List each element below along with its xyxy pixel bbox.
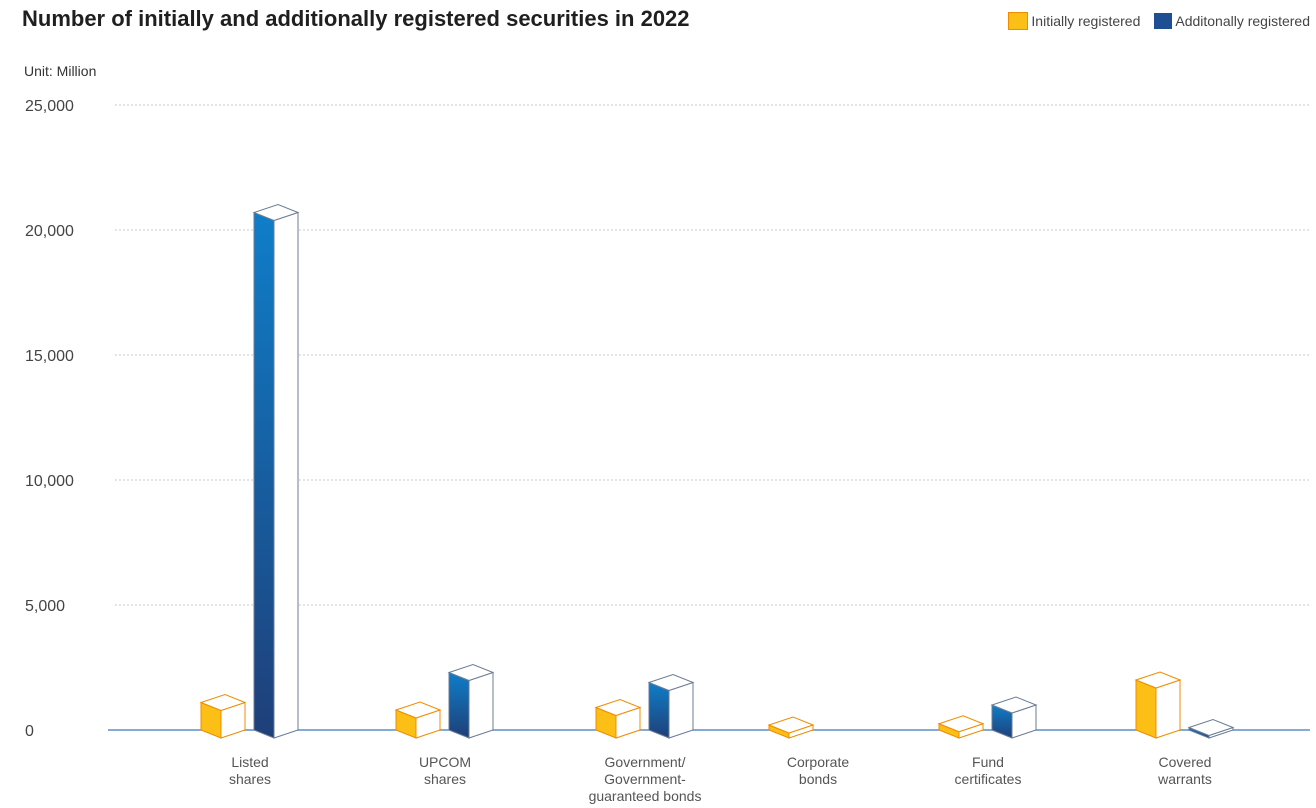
legend-label-additional: Additonally registered bbox=[1175, 13, 1310, 29]
y-tick-label: 20,000 bbox=[25, 223, 74, 240]
chart-title: Number of initially and additionally reg… bbox=[22, 6, 690, 31]
bar-initial bbox=[594, 698, 642, 739]
x-category-label: shares bbox=[229, 771, 271, 787]
y-tick-label: 5,000 bbox=[25, 598, 65, 615]
bar-initial bbox=[199, 693, 247, 739]
y-tick-label: 25,000 bbox=[25, 98, 74, 115]
x-category-label: Government/ bbox=[605, 754, 686, 770]
x-category-label: warrants bbox=[1157, 771, 1212, 787]
bar-initial bbox=[1134, 671, 1182, 739]
legend-swatch-initial bbox=[1008, 12, 1029, 30]
bar-additional bbox=[990, 696, 1038, 739]
x-category-label: Government- bbox=[604, 771, 686, 787]
bar-initial bbox=[767, 716, 815, 739]
y-tick-label: 10,000 bbox=[25, 473, 74, 490]
legend: Initially registered Additonally registe… bbox=[1000, 12, 1310, 30]
x-category-label: guaranteed bonds bbox=[589, 788, 702, 804]
legend-label-initial: Initially registered bbox=[1031, 13, 1141, 29]
y-tick-label: 15,000 bbox=[25, 348, 74, 365]
legend-item-additional: Additonally registered bbox=[1154, 13, 1310, 29]
y-tick-label: 0 bbox=[25, 723, 34, 740]
bars-layer bbox=[199, 203, 1235, 739]
bar-additional bbox=[447, 663, 495, 739]
x-category-label: shares bbox=[424, 771, 466, 787]
bar-additional bbox=[647, 673, 695, 739]
x-category-label: Corporate bbox=[787, 754, 849, 770]
x-category-label: Covered bbox=[1159, 754, 1212, 770]
x-category-label: bonds bbox=[799, 771, 837, 787]
bar-additional bbox=[252, 203, 300, 739]
x-category-label: certificates bbox=[955, 771, 1022, 787]
bar-initial bbox=[394, 701, 442, 739]
x-category-label: Listed bbox=[231, 754, 268, 770]
unit-label: Unit: Million bbox=[24, 63, 97, 79]
legend-swatch-additional bbox=[1154, 13, 1173, 29]
legend-item-initial: Initially registered bbox=[1008, 12, 1140, 30]
bar-initial bbox=[937, 715, 985, 739]
x-category-label: Fund bbox=[972, 754, 1004, 770]
bar-additional bbox=[1187, 718, 1235, 739]
grid-layer bbox=[108, 104, 1310, 731]
labels-layer: 05,00010,00015,00020,00025,000Listedshar… bbox=[25, 98, 1212, 804]
x-category-label: UPCOM bbox=[419, 754, 471, 770]
